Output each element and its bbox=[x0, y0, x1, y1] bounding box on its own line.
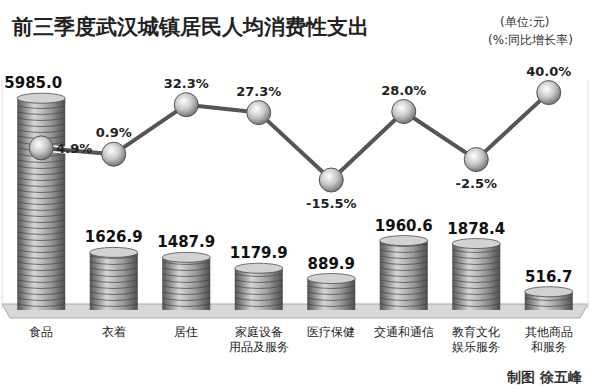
line-halo bbox=[41, 93, 549, 180]
category-label: 衣着 bbox=[102, 325, 126, 339]
category-label: 其他商品和服务 bbox=[525, 325, 573, 354]
plot-area bbox=[17, 81, 573, 310]
y-label: (单位:元) bbox=[500, 15, 549, 29]
credit: 制图 徐五峰 bbox=[506, 369, 583, 385]
data-label: -2.5% bbox=[456, 176, 497, 191]
data-label: 0.9% bbox=[96, 125, 132, 140]
marker bbox=[319, 168, 343, 192]
y2-label: (%:同比增长率) bbox=[488, 33, 573, 47]
marker bbox=[464, 148, 488, 172]
data-label: 1487.9 bbox=[157, 233, 215, 251]
data-label: 1960.6 bbox=[375, 217, 433, 235]
category-label: 医疗保健 bbox=[307, 325, 355, 339]
category-label: 教育文化娱乐服务 bbox=[452, 325, 500, 354]
data-label: 40.0% bbox=[526, 64, 571, 79]
data-label: 889.9 bbox=[308, 255, 355, 273]
marker bbox=[29, 136, 53, 160]
marker bbox=[174, 93, 198, 117]
category-label: 家庭设备用品及服务 bbox=[229, 325, 289, 354]
bar bbox=[525, 287, 573, 310]
line bbox=[41, 93, 549, 180]
bar bbox=[17, 93, 65, 310]
labels: 5985.0 1626.9 1487.9 1179.9 889.9 1960.6 1878.… bbox=[4, 64, 572, 286]
data-label: 1626.9 bbox=[85, 228, 143, 246]
marker bbox=[537, 81, 561, 105]
y2-axis bbox=[588, 80, 589, 310]
data-label: 4.9% bbox=[56, 141, 92, 156]
bar bbox=[307, 274, 355, 310]
title: 前三季度武汉城镇居民人均消费性支出 bbox=[11, 15, 369, 39]
bar bbox=[235, 263, 283, 310]
marker bbox=[392, 100, 416, 124]
marker bbox=[247, 101, 271, 125]
category-label: 食品 bbox=[29, 325, 53, 339]
data-label: 27.3% bbox=[236, 84, 281, 99]
data-label: 5985.0 bbox=[4, 74, 62, 92]
chart: 前三季度武汉城镇居民人均消费性支出 (单位:元) (%:同比增长率) 5985.0 16… bbox=[0, 0, 590, 390]
data-label: 1179.9 bbox=[230, 244, 288, 262]
bar bbox=[380, 236, 428, 310]
bar bbox=[162, 252, 210, 310]
category-label: 交通和通信 bbox=[374, 325, 434, 339]
y-axis bbox=[2, 80, 3, 310]
data-label: -15.5% bbox=[306, 196, 357, 211]
marker bbox=[102, 142, 126, 166]
data-label: 28.0% bbox=[381, 83, 426, 98]
bar bbox=[452, 239, 500, 310]
bar bbox=[90, 247, 138, 310]
data-label: 1878.4 bbox=[447, 220, 505, 238]
category-label: 居住 bbox=[174, 325, 198, 339]
data-label: 32.3% bbox=[164, 76, 209, 91]
data-label: 516.7 bbox=[525, 268, 572, 286]
